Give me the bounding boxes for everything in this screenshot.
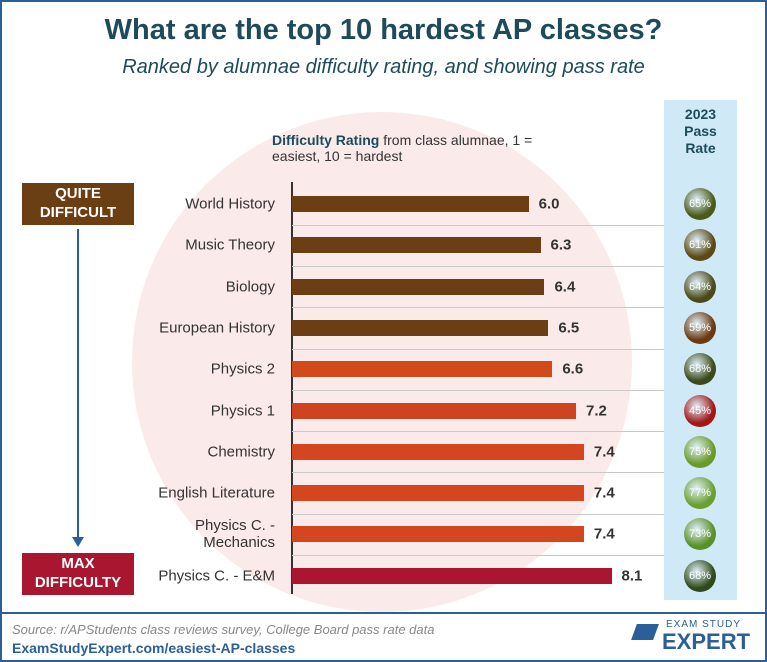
category-label: Music Theory xyxy=(185,236,275,254)
row-separator xyxy=(292,307,664,309)
value-label: 6.0 xyxy=(538,195,560,213)
chart-subtitle: Ranked by alumnae difficulty rating, and… xyxy=(122,56,645,78)
pass-rate-circle: 68% xyxy=(684,559,716,592)
row-separator xyxy=(292,431,664,433)
pass-rate-circle: 65% xyxy=(684,188,716,220)
value-label: 6.4 xyxy=(554,278,576,296)
row-separator xyxy=(292,348,664,350)
category-label: English Literature xyxy=(158,484,275,502)
pass-rate-circle: 77% xyxy=(684,477,716,510)
bar xyxy=(292,361,553,378)
axis-label: Difficulty Rating from class alumnae, 1 … xyxy=(272,132,542,164)
pass-rate-circle: 64% xyxy=(684,270,716,303)
category-label: Biology xyxy=(225,278,275,296)
level-top: QUITE DIFFICULT xyxy=(22,183,134,225)
arrow-head xyxy=(72,537,84,547)
row-separator xyxy=(292,472,664,474)
logo-top: EXAM STUDY xyxy=(666,619,742,630)
level-bottom: MAX DIFFICULTY xyxy=(22,553,134,595)
category-label: European History xyxy=(159,319,275,337)
pass-rate-column xyxy=(664,100,737,600)
pass-rate-circle: 61% xyxy=(684,229,716,262)
value-label: 6.5 xyxy=(558,319,580,337)
category-label: Chemistry xyxy=(207,443,275,461)
row-separator xyxy=(292,555,664,557)
y-axis-line xyxy=(291,182,293,594)
value-label: 7.4 xyxy=(593,525,615,543)
bar xyxy=(292,485,584,502)
url: ExamStudyExpert.com/easiest-AP-classes xyxy=(12,640,296,656)
bar xyxy=(292,196,529,212)
row-separator xyxy=(292,513,664,515)
row-separator xyxy=(292,389,664,391)
source: Source: r/APStudents class reviews surve… xyxy=(12,622,435,637)
bar xyxy=(292,567,612,584)
footer-line xyxy=(2,612,765,614)
logo-bottom: EXPERT xyxy=(662,629,751,654)
pass-rate-circle: 75% xyxy=(684,435,716,468)
pass-rate-circle: 68% xyxy=(684,353,716,386)
pass-rate-circle: 45% xyxy=(684,394,716,427)
bar xyxy=(292,443,584,460)
bar xyxy=(292,237,541,254)
category-label: Physics C. - Mechanics xyxy=(194,517,275,552)
category-label: Physics C. - E&M xyxy=(158,567,275,585)
row-separator xyxy=(292,224,664,226)
logo-icon xyxy=(631,624,659,640)
value-label: 6.6 xyxy=(562,360,584,378)
category-label: World History xyxy=(185,195,275,213)
pass-rate-header: 2023 Pass Rate xyxy=(684,106,717,156)
pass-rate-circle: 73% xyxy=(684,518,716,551)
bar xyxy=(292,278,545,295)
chart-title: What are the top 10 hardest AP classes? xyxy=(104,14,663,46)
bar xyxy=(292,402,576,419)
axis-label-text: from class alumnae, 1 = easiest, 10 = ha… xyxy=(272,132,533,164)
bar xyxy=(292,319,549,336)
bar xyxy=(292,526,584,543)
arrow-shaft xyxy=(77,229,79,539)
value-label: 8.1 xyxy=(621,567,643,585)
value-label: 7.4 xyxy=(593,484,615,502)
value-label: 7.4 xyxy=(593,443,615,461)
axis-label-bold: Difficulty Rating xyxy=(272,132,380,148)
category-label: Physics 2 xyxy=(210,360,275,378)
pass-rate-circle: 59% xyxy=(684,311,716,344)
category-label: Physics 1 xyxy=(210,402,275,419)
value-label: 7.2 xyxy=(586,402,607,419)
row-separator xyxy=(292,265,664,267)
value-label: 6.3 xyxy=(550,236,572,254)
